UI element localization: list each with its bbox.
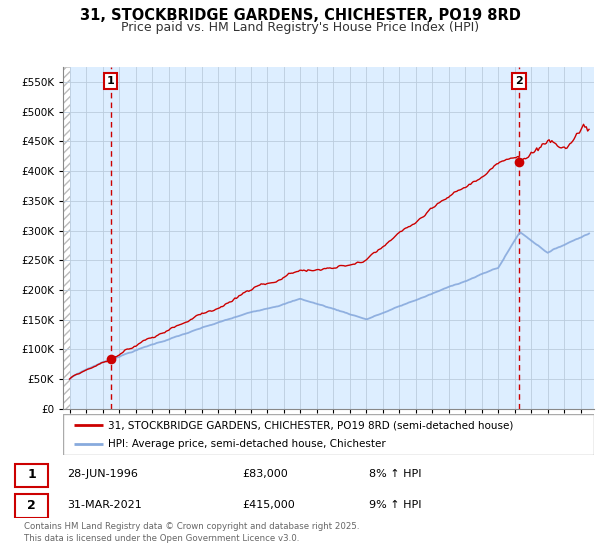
Text: 1: 1 [27, 468, 36, 481]
FancyBboxPatch shape [15, 464, 48, 487]
Bar [70, 67, 594, 409]
Text: Contains HM Land Registry data © Crown copyright and database right 2025.
This d: Contains HM Land Registry data © Crown c… [24, 522, 359, 543]
Text: 31-MAR-2021: 31-MAR-2021 [67, 500, 142, 510]
Text: 2: 2 [27, 498, 36, 512]
Text: £83,000: £83,000 [242, 469, 288, 479]
Text: 28-JUN-1996: 28-JUN-1996 [67, 469, 137, 479]
FancyBboxPatch shape [15, 494, 48, 518]
Text: 8% ↑ HPI: 8% ↑ HPI [369, 469, 422, 479]
Text: 9% ↑ HPI: 9% ↑ HPI [369, 500, 422, 510]
Text: 2: 2 [515, 76, 523, 86]
Text: 1: 1 [107, 76, 115, 86]
Text: 31, STOCKBRIDGE GARDENS, CHICHESTER, PO19 8RD: 31, STOCKBRIDGE GARDENS, CHICHESTER, PO1… [80, 8, 520, 24]
Text: HPI: Average price, semi-detached house, Chichester: HPI: Average price, semi-detached house,… [108, 439, 386, 449]
Text: £415,000: £415,000 [242, 500, 295, 510]
Text: Price paid vs. HM Land Registry's House Price Index (HPI): Price paid vs. HM Land Registry's House … [121, 21, 479, 34]
Text: 31, STOCKBRIDGE GARDENS, CHICHESTER, PO19 8RD (semi-detached house): 31, STOCKBRIDGE GARDENS, CHICHESTER, PO1… [108, 421, 514, 430]
FancyBboxPatch shape [63, 414, 594, 455]
